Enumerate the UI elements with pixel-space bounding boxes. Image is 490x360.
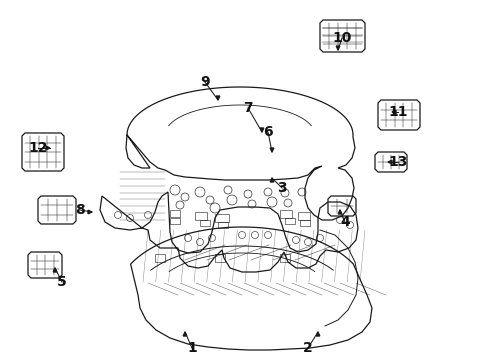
Text: 10: 10 [332, 31, 352, 45]
Bar [218, 222, 228, 228]
Polygon shape [392, 110, 396, 114]
Text: 13: 13 [388, 155, 408, 169]
Text: 5: 5 [57, 275, 67, 289]
Text: 12: 12 [28, 141, 48, 155]
Text: 1: 1 [187, 341, 197, 355]
Bar [300, 220, 310, 226]
Bar [170, 210, 180, 217]
Polygon shape [183, 332, 187, 336]
Polygon shape [336, 46, 340, 50]
Polygon shape [216, 96, 220, 100]
Polygon shape [270, 148, 274, 152]
Bar [280, 210, 292, 218]
Bar [298, 212, 310, 220]
Text: 2: 2 [303, 341, 313, 355]
Text: 6: 6 [263, 125, 273, 139]
Bar [195, 212, 207, 220]
Bar [215, 214, 229, 222]
Text: 8: 8 [75, 203, 85, 217]
Text: 9: 9 [200, 75, 210, 89]
Text: 11: 11 [388, 105, 408, 119]
Text: 7: 7 [243, 101, 253, 115]
Bar [285, 218, 295, 224]
Text: 3: 3 [277, 181, 287, 195]
Polygon shape [53, 268, 57, 272]
Bar [280, 254, 290, 262]
Polygon shape [88, 210, 92, 214]
Bar [215, 254, 225, 262]
Polygon shape [260, 128, 264, 132]
Text: 4: 4 [340, 215, 350, 229]
Polygon shape [388, 160, 392, 164]
Polygon shape [46, 146, 50, 150]
Polygon shape [338, 210, 342, 214]
Polygon shape [316, 332, 320, 336]
Bar [170, 218, 180, 224]
Bar [155, 254, 165, 262]
Polygon shape [270, 178, 274, 182]
Bar [200, 220, 210, 226]
